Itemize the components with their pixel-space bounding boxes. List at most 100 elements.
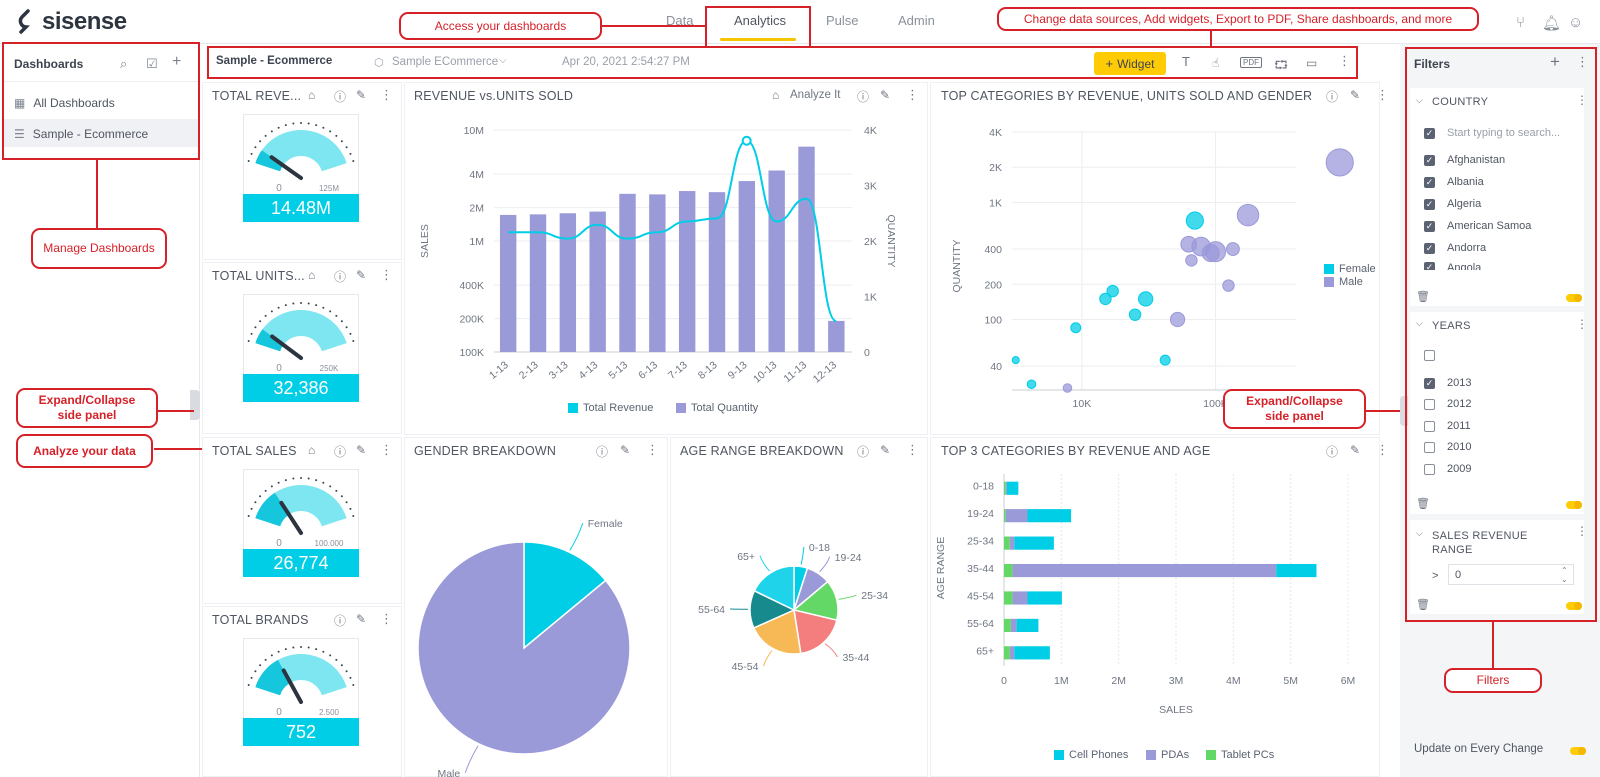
edit-icon[interactable]: ✎: [620, 443, 631, 457]
bell-icon[interactable]: 🔔︎: [1542, 15, 1562, 32]
range-operator[interactable]: >: [1432, 570, 1439, 582]
sisense-logo[interactable]: sisense: [16, 8, 127, 36]
sales-range-toggle[interactable]: [1566, 602, 1582, 610]
add-widget-button[interactable]: + Widget: [1094, 52, 1166, 75]
year-item[interactable]: ✓ 2013: [1424, 377, 1471, 389]
edit-icon[interactable]: ✎: [356, 268, 367, 282]
analyze-icon[interactable]: ⌂: [308, 268, 316, 282]
info-icon[interactable]: ⓘ: [334, 270, 347, 284]
legend-pdas[interactable]: PDAs: [1146, 749, 1189, 761]
checkbox[interactable]: ✓: [1424, 242, 1435, 254]
tab-pulse[interactable]: Pulse: [826, 13, 859, 28]
tab-analytics[interactable]: Analytics: [734, 13, 787, 28]
more-vert-icon[interactable]: ⋮: [380, 442, 393, 457]
more-vert-icon[interactable]: ⋮: [1576, 524, 1588, 538]
monitor-icon[interactable]: ▭: [1306, 56, 1318, 70]
touch-icon[interactable]: ☝: [1212, 56, 1220, 70]
add-filter-icon[interactable]: +: [1550, 52, 1560, 71]
country-item[interactable]: ✓ Albania: [1424, 176, 1484, 188]
edit-icon[interactable]: ✎: [356, 443, 367, 457]
analyze-icon[interactable]: ⌂: [308, 88, 316, 102]
tab-admin[interactable]: Admin: [898, 13, 935, 28]
more-vert-icon[interactable]: ⋮: [380, 611, 393, 626]
more-vert-icon[interactable]: ⋮: [1576, 317, 1588, 331]
stepper-icon[interactable]: ⌃ ⌄: [1561, 566, 1568, 584]
legend-cell-phones[interactable]: Cell Phones: [1054, 749, 1128, 761]
year-item[interactable]: 2011: [1424, 420, 1471, 432]
country-item[interactable]: ✓ American Samoa: [1424, 220, 1531, 232]
checkbox[interactable]: ✓: [1424, 377, 1435, 389]
edit-icon[interactable]: ✎: [356, 88, 367, 102]
more-vert-icon[interactable]: ⋮: [1338, 53, 1351, 68]
checkbox[interactable]: [1424, 350, 1435, 361]
chevron-down-icon[interactable]: ⌵: [499, 55, 507, 66]
check-square-icon[interactable]: ☑: [146, 56, 158, 71]
analyze-it-link[interactable]: Analyze It: [790, 89, 841, 101]
more-vert-icon[interactable]: ⋮: [906, 442, 919, 457]
more-vert-icon[interactable]: ⋮: [906, 87, 919, 102]
country-search-input[interactable]: Start typing to search...: [1447, 127, 1561, 139]
checkbox[interactable]: [1424, 441, 1435, 453]
year-item[interactable]: 2012: [1424, 398, 1471, 410]
years-toggle[interactable]: [1566, 501, 1582, 509]
info-icon[interactable]: ⓘ: [1326, 445, 1339, 459]
more-vert-icon[interactable]: ⋮: [646, 442, 659, 457]
all-dashboards-item[interactable]: ▦ All Dashboards: [14, 96, 115, 110]
selected-dashboard-row[interactable]: [4, 119, 198, 147]
country-toggle[interactable]: [1566, 294, 1582, 302]
text-icon[interactable]: T: [1182, 54, 1190, 69]
info-icon[interactable]: ⓘ: [596, 445, 609, 459]
user-icon[interactable]: ☺: [1568, 14, 1584, 31]
analyze-icon[interactable]: ⌂: [772, 88, 780, 102]
trash-icon[interactable]: 🗑︎: [1416, 291, 1430, 303]
edit-icon[interactable]: ✎: [880, 88, 891, 102]
country-item[interactable]: ✓ Afghanistan: [1424, 154, 1505, 166]
more-vert-icon[interactable]: ⋮: [1576, 54, 1589, 69]
country-item[interactable]: ✓ Angola: [1424, 262, 1481, 270]
checkbox[interactable]: [1424, 398, 1435, 410]
more-vert-icon[interactable]: ⋮: [1376, 442, 1389, 457]
more-vert-icon[interactable]: ⋮: [380, 87, 393, 102]
checkbox[interactable]: ✓: [1424, 198, 1435, 210]
legend-male[interactable]: Male: [1324, 276, 1363, 288]
country-select-all[interactable]: ✓ Start typing to search...: [1424, 127, 1560, 139]
update-on-change-toggle[interactable]: [1570, 747, 1586, 755]
legend-female[interactable]: Female: [1324, 263, 1376, 275]
more-vert-icon[interactable]: ⋮: [380, 267, 393, 282]
info-icon[interactable]: ⓘ: [334, 445, 347, 459]
left-panel-toggle-handle[interactable]: [190, 390, 200, 420]
info-icon[interactable]: ⓘ: [857, 445, 870, 459]
legend-tablet-pcs[interactable]: Tablet PCs: [1206, 749, 1274, 761]
trash-icon[interactable]: 🗑︎: [1416, 498, 1430, 510]
checkbox[interactable]: [1424, 420, 1435, 432]
checkbox[interactable]: ✓: [1424, 220, 1435, 232]
pdf-icon[interactable]: PDF: [1240, 57, 1262, 68]
edit-icon[interactable]: ✎: [880, 443, 891, 457]
datasource-select[interactable]: Sample ECommerce: [392, 56, 499, 68]
chevron-down-icon[interactable]: ⌵: [1416, 95, 1423, 105]
info-icon[interactable]: ⓘ: [1326, 90, 1339, 104]
info-icon[interactable]: ⓘ: [857, 90, 870, 104]
add-dashboard-icon[interactable]: +: [172, 53, 182, 70]
info-icon[interactable]: ⓘ: [334, 614, 347, 628]
right-panel-toggle-handle[interactable]: [1400, 396, 1408, 426]
checkbox[interactable]: [1424, 463, 1435, 475]
legend-total-quantity[interactable]: Total Quantity: [676, 402, 758, 414]
chevron-down-icon[interactable]: ⌵: [1416, 318, 1423, 328]
more-vert-icon[interactable]: ⋮: [1376, 87, 1389, 102]
sample-ecommerce-item[interactable]: ☰ Sample - Ecommerce: [14, 127, 148, 141]
year-item[interactable]: 2010: [1424, 441, 1471, 453]
share-icon[interactable]: ⮔: [1274, 58, 1289, 72]
info-icon[interactable]: ⓘ: [334, 90, 347, 104]
country-item[interactable]: ✓ Algeria: [1424, 198, 1481, 210]
trash-icon[interactable]: 🗑︎: [1416, 599, 1430, 611]
country-item[interactable]: ✓ Andorra: [1424, 242, 1486, 254]
sales-range-input[interactable]: 0 ⌃ ⌄: [1448, 564, 1574, 585]
edit-icon[interactable]: ✎: [1350, 88, 1361, 102]
years-select-all[interactable]: [1424, 350, 1435, 361]
checkbox[interactable]: ✓: [1424, 154, 1435, 166]
branch-icon[interactable]: ⑂: [1516, 14, 1526, 31]
analyze-icon[interactable]: ⌂: [308, 443, 316, 457]
checkbox[interactable]: ✓: [1424, 127, 1435, 139]
checkbox[interactable]: ✓: [1424, 176, 1435, 188]
